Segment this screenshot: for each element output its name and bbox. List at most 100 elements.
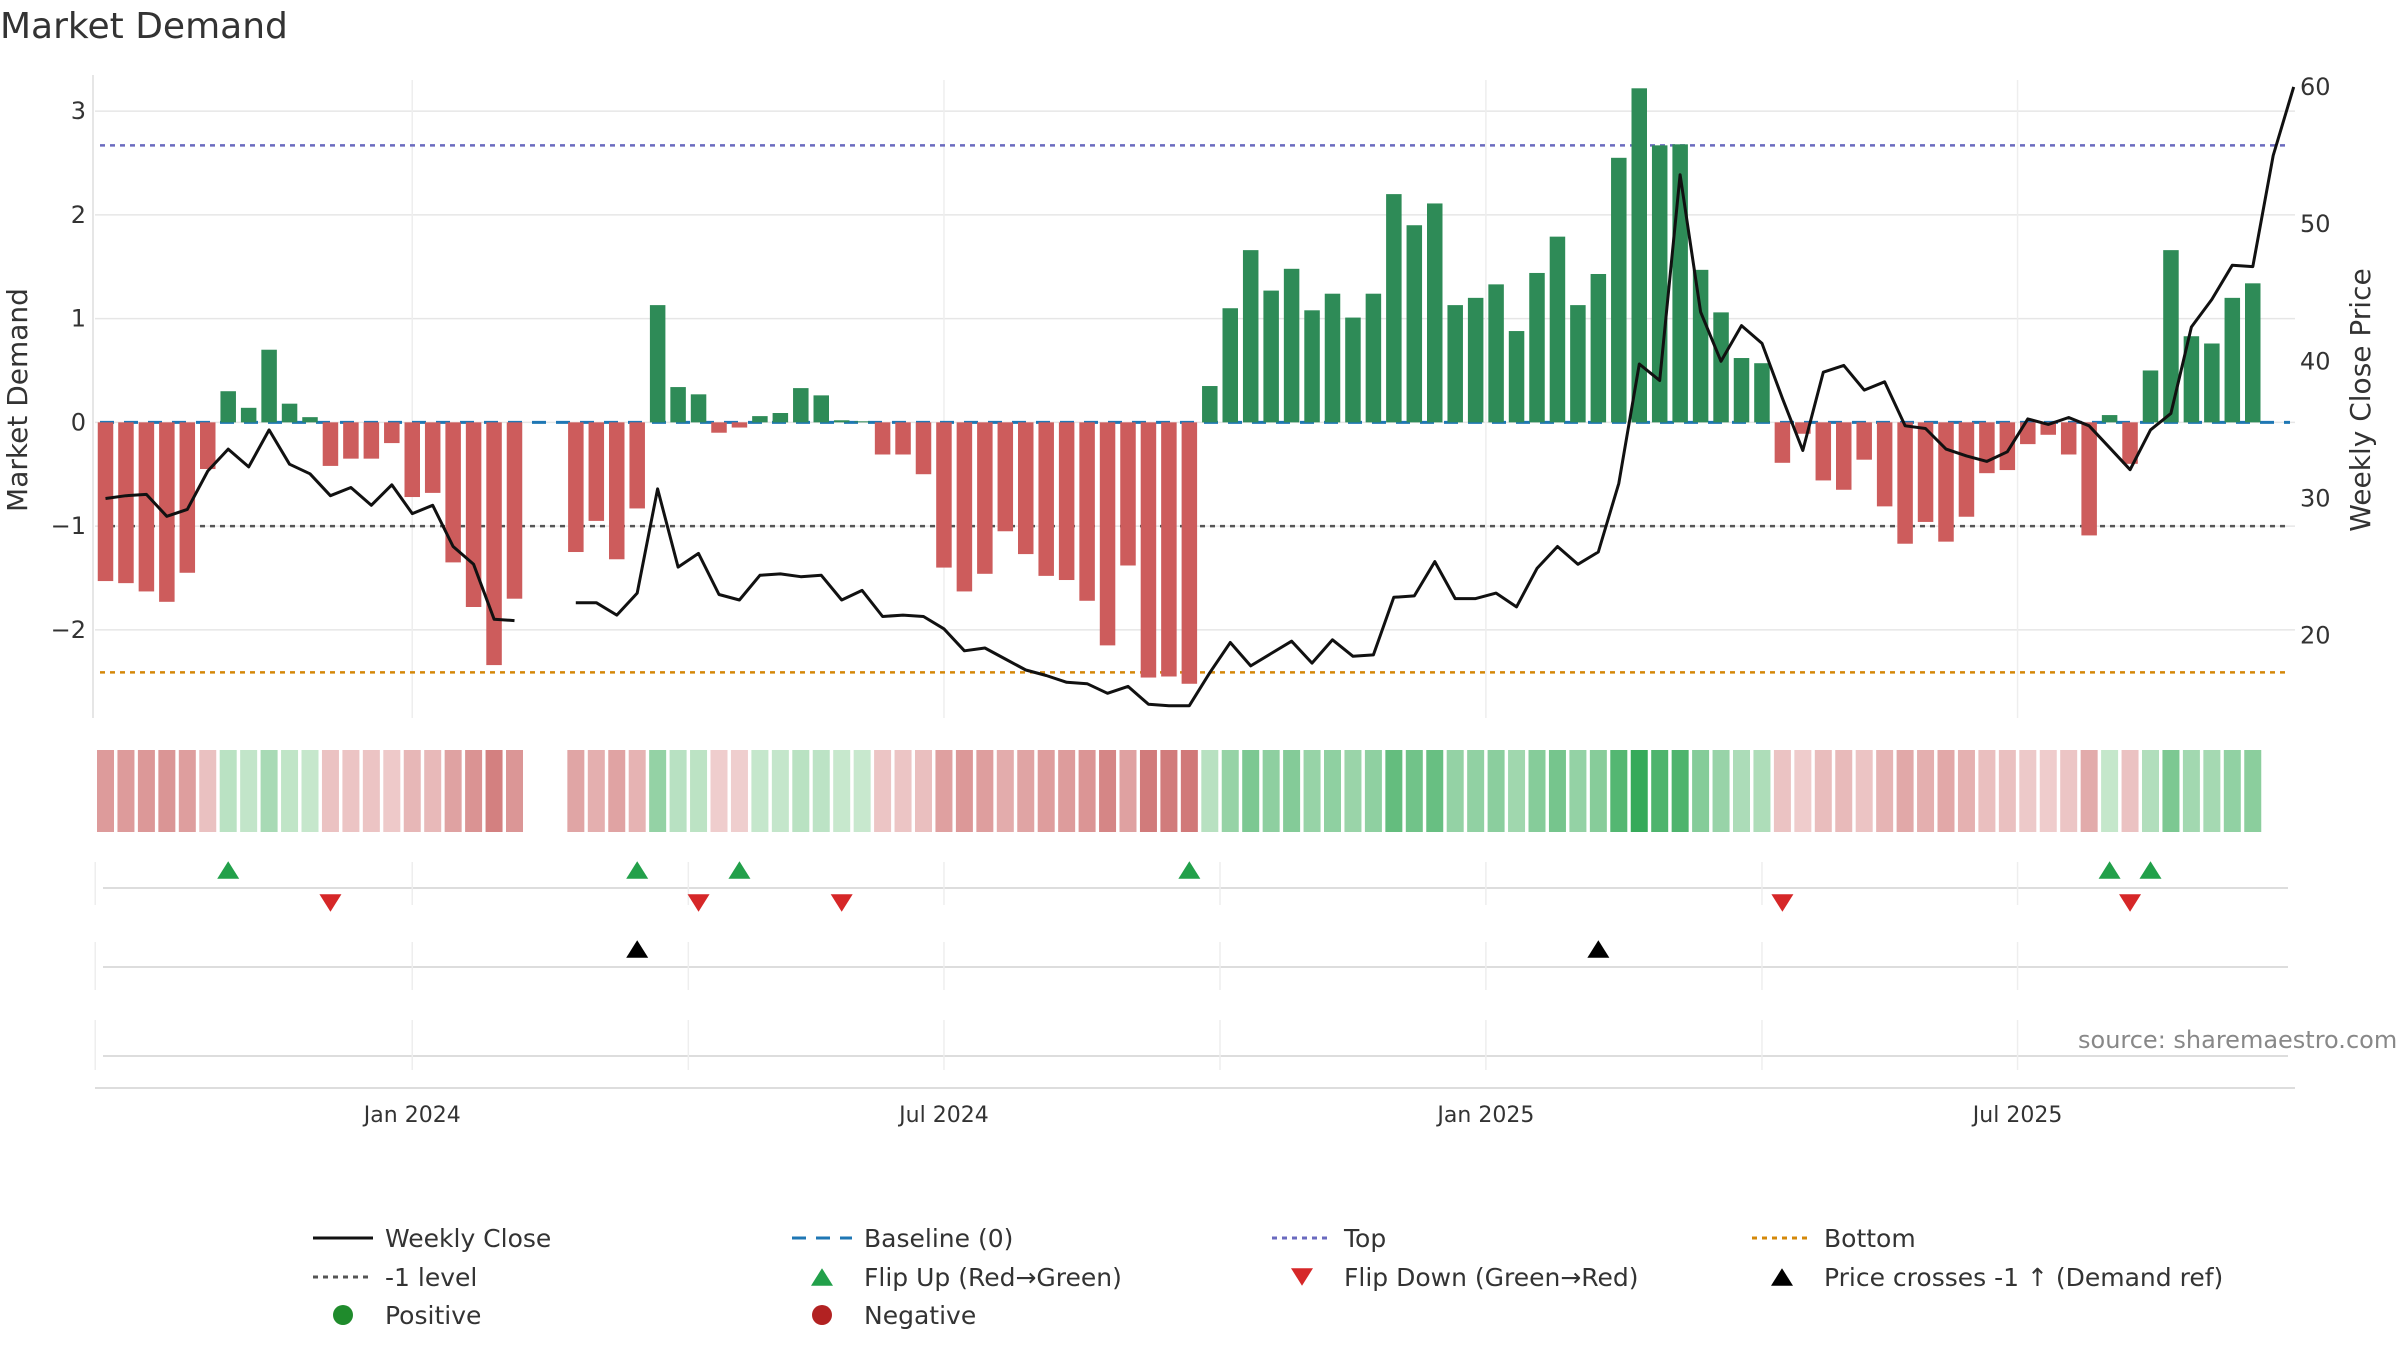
axes: −2 −1 0 1 2 3 20 30 40 50 60 Market Demand Weekly Cl…	[1, 73, 2377, 718]
positive-bar	[1570, 305, 1586, 423]
negative-bar	[2040, 422, 2056, 435]
negative-bar	[486, 422, 502, 666]
negative-bar	[445, 422, 461, 563]
demand-bars	[97, 88, 2261, 684]
heat-cell	[1814, 750, 1832, 832]
legend-label: Top	[1343, 1224, 1386, 1253]
positive-bar	[2245, 283, 2261, 423]
negative-bar	[1140, 422, 1157, 678]
heat-cell	[444, 750, 462, 832]
legend-swatch	[333, 1305, 353, 1325]
heat-cell	[1303, 750, 1321, 832]
heat-cell	[240, 750, 258, 832]
heat-cell	[1937, 750, 1955, 832]
heat-cell	[587, 750, 605, 832]
heat-cell	[1876, 750, 1894, 832]
heat-cell	[1364, 750, 1382, 832]
heat-cell	[2182, 750, 2200, 832]
negative-bar	[1836, 422, 1852, 490]
heat-cell	[730, 750, 748, 832]
heat-cell	[996, 750, 1014, 832]
heat-cell	[2244, 750, 2262, 832]
heat-cell	[669, 750, 687, 832]
heat-cell	[1405, 750, 1423, 832]
negative-bar	[588, 422, 605, 521]
positive-bar	[690, 394, 707, 423]
heat-cell	[710, 750, 728, 832]
negative-bar	[1181, 422, 1198, 684]
negative-bar	[874, 422, 891, 455]
negative-bar	[1161, 422, 1177, 677]
heat-cell	[1794, 750, 1812, 832]
negative-bar	[424, 422, 441, 493]
negative-bar	[506, 422, 523, 599]
positive-bar	[1447, 305, 1463, 423]
heat-cell	[1855, 750, 1873, 832]
negative-bar	[200, 422, 216, 470]
negative-bar	[1774, 422, 1791, 463]
flip-up-marker	[2098, 861, 2121, 879]
left-tick-label: 0	[71, 408, 86, 436]
positive-bar	[302, 417, 318, 423]
flip-up-marker	[217, 861, 240, 879]
positive-bar	[220, 391, 236, 423]
negative-bar	[731, 422, 748, 428]
heat-cell	[1221, 750, 1239, 832]
negative-bar	[363, 422, 380, 459]
heat-cell	[1242, 750, 1260, 832]
heat-cell	[628, 750, 646, 832]
negative-bar	[1815, 422, 1832, 481]
positive-bar	[261, 349, 277, 423]
positive-bar	[1283, 268, 1300, 423]
heat-cell	[1487, 750, 1505, 832]
heat-cell	[1733, 750, 1750, 832]
legend-label: Price crosses -1 ↑ (Demand ref)	[1824, 1263, 2223, 1292]
negative-bar	[1856, 422, 1872, 460]
flip-down-marker	[319, 894, 342, 912]
right-axis-label: Weekly Close Price	[2344, 268, 2377, 531]
heat-cell	[935, 750, 953, 832]
negative-bar	[936, 422, 952, 568]
positive-bar	[281, 403, 298, 423]
heat-cell	[874, 750, 892, 832]
positive-bar	[1508, 331, 1525, 423]
heat-cell	[485, 750, 503, 832]
heat-cell	[2121, 750, 2139, 832]
flip-up-marker	[626, 861, 649, 879]
heat-cell	[1773, 750, 1791, 832]
legend-label: -1 level	[385, 1263, 477, 1292]
positive-bar	[1242, 250, 1259, 423]
legend-swatch	[1771, 1268, 1793, 1286]
heat-cell	[1262, 750, 1280, 832]
heat-cell	[853, 750, 871, 832]
positive-bar	[2101, 415, 2118, 423]
source-text: source: sharemaestro.com	[2078, 1026, 2397, 1054]
heat-cell	[690, 750, 708, 832]
positive-bar	[1590, 273, 1607, 423]
legend-swatch	[1291, 1268, 1313, 1286]
negative-bar	[138, 422, 155, 592]
negative-bar	[2122, 422, 2138, 464]
positive-bar	[2183, 336, 2200, 423]
heat-cell	[1569, 750, 1587, 832]
heat-cell	[649, 750, 667, 832]
negative-bar	[1795, 422, 1811, 434]
negative-bar	[997, 422, 1014, 532]
negative-bar	[1979, 422, 1995, 474]
heat-cell	[1078, 750, 1096, 832]
legend-label: Negative	[864, 1301, 976, 1330]
positive-bar	[2224, 297, 2241, 423]
heat-cell	[1099, 750, 1117, 832]
positive-bar	[833, 420, 850, 423]
positive-bar	[1263, 290, 1279, 423]
left-tick-label: 1	[71, 305, 86, 333]
heat-cell	[321, 750, 339, 832]
flip-up-marker	[728, 861, 751, 879]
heat-cell	[812, 750, 830, 832]
heat-cell	[1180, 750, 1198, 832]
heat-cell	[1589, 750, 1607, 832]
positive-bar	[240, 407, 257, 423]
positive-bar	[1324, 293, 1341, 423]
negative-bar	[1897, 422, 1913, 544]
positive-bar	[752, 416, 768, 423]
